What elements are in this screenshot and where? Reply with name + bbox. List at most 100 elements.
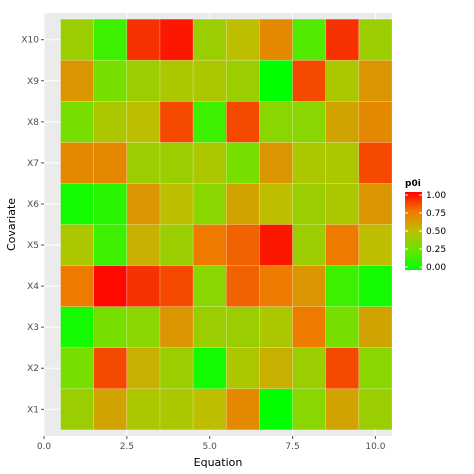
heatmap-cell-x4-eq3 bbox=[126, 265, 161, 307]
heatmap-cell-x5-eq1 bbox=[60, 224, 95, 266]
heatmap-cell-x1-eq6 bbox=[225, 388, 260, 431]
heatmap-cell-x10-eq8 bbox=[292, 18, 327, 61]
heatmap-cell-x4-eq1 bbox=[60, 265, 95, 307]
heatmap-cell-x10-eq3 bbox=[126, 18, 161, 61]
heatmap-cell-x1-eq9 bbox=[325, 388, 360, 431]
heatmap-cell-x3-eq2 bbox=[93, 306, 128, 349]
x-tick-label: 7.5 bbox=[285, 442, 299, 452]
heatmap-cell-x8-eq6 bbox=[225, 100, 260, 143]
heatmap-cell-x7-eq2 bbox=[93, 142, 128, 184]
heatmap-cell-x1-eq10 bbox=[358, 388, 393, 431]
y-tick-label: X10 bbox=[21, 36, 39, 46]
legend: p0i 1.00 0.75 0.50 0.25 0.00 bbox=[405, 179, 446, 273]
heatmap-cell-x1-eq3 bbox=[126, 388, 161, 431]
heatmap-cell-x7-eq8 bbox=[292, 142, 327, 184]
heatmap-cell-x7-eq6 bbox=[225, 142, 260, 184]
heatmap-cell-x10-eq6 bbox=[225, 18, 260, 61]
heatmap-cell-x8-eq3 bbox=[126, 100, 161, 143]
heatmap-cell-x4-eq8 bbox=[292, 265, 327, 307]
heatmap-cell-x5-eq7 bbox=[259, 224, 293, 266]
heatmap-cell-x3-eq9 bbox=[325, 306, 360, 349]
heatmap-cell-x8-eq9 bbox=[325, 100, 360, 143]
heatmap-cell-x4-eq4 bbox=[159, 265, 194, 307]
heatmap-cell-x9-eq6 bbox=[225, 59, 260, 102]
heatmap-cell-x5-eq4 bbox=[159, 224, 194, 266]
y-tick-label: X3 bbox=[27, 323, 39, 333]
heatmap-cell-x2-eq9 bbox=[325, 347, 360, 390]
heatmap-cell-x3-eq10 bbox=[358, 306, 393, 349]
heatmap-cell-x1-eq7 bbox=[259, 388, 293, 431]
heatmap-cell-x6-eq5 bbox=[192, 183, 227, 225]
heatmap-cell-x8-eq1 bbox=[60, 100, 95, 143]
legend-label: 0.75 bbox=[426, 209, 446, 219]
heatmap-cell-x4-eq10 bbox=[358, 265, 393, 307]
heatmap-cell-x1-eq1 bbox=[60, 388, 95, 431]
heatmap-cell-x6-eq6 bbox=[225, 183, 260, 225]
x-axis-ticks: 0.0 2.5 5.0 7.5 10.0 bbox=[37, 436, 386, 452]
legend-label: 0.00 bbox=[426, 263, 446, 273]
heatmap-cell-x3-eq4 bbox=[159, 306, 194, 349]
heatmap-cell-x4-eq7 bbox=[259, 265, 293, 307]
heatmap-cell-x9-eq4 bbox=[159, 59, 194, 102]
heatmap-cell-x6-eq8 bbox=[292, 183, 327, 225]
heatmap-cell-x10-eq7 bbox=[259, 18, 293, 61]
heatmap-cell-x6-eq4 bbox=[159, 183, 194, 225]
heatmap-cell-x3-eq3 bbox=[126, 306, 161, 349]
heatmap-cell-x3-eq1 bbox=[60, 306, 95, 349]
heatmap-cell-x2-eq5 bbox=[192, 347, 227, 390]
heatmap-cell-x9-eq5 bbox=[192, 59, 227, 102]
heatmap-cell-x9-eq7 bbox=[259, 59, 293, 102]
legend-label: 0.25 bbox=[426, 245, 446, 255]
heatmap-cell-x10-eq10 bbox=[358, 18, 393, 61]
y-tick-label: X6 bbox=[27, 200, 39, 210]
heatmap-cell-x5-eq8 bbox=[292, 224, 327, 266]
y-tick-label: X9 bbox=[27, 77, 39, 87]
heatmap-cell-x2-eq10 bbox=[358, 347, 393, 390]
heatmap-cell-x4-eq2 bbox=[93, 265, 128, 307]
heatmap-cell-x2-eq3 bbox=[126, 347, 161, 390]
y-tick-label: X7 bbox=[27, 159, 39, 169]
heatmap-cell-x7-eq9 bbox=[325, 142, 360, 184]
heatmap-cell-x10-eq2 bbox=[93, 18, 128, 61]
heatmap-cell-x7-eq5 bbox=[192, 142, 227, 184]
x-tick-label: 10.0 bbox=[365, 442, 385, 452]
y-tick-label: X1 bbox=[27, 405, 39, 415]
heatmap-cell-x5-eq2 bbox=[93, 224, 128, 266]
heatmap-cell-x5-eq10 bbox=[358, 224, 393, 266]
heatmap-cell-x7-eq4 bbox=[159, 142, 194, 184]
heatmap-cell-x3-eq8 bbox=[292, 306, 327, 349]
heatmap-cell-x10-eq9 bbox=[325, 18, 360, 61]
legend-label: 0.50 bbox=[426, 227, 446, 237]
legend-colorbar bbox=[405, 192, 422, 270]
heatmap-cell-x2-eq7 bbox=[259, 347, 293, 390]
heatmap-cell-x6-eq1 bbox=[60, 183, 95, 225]
y-tick-label: X4 bbox=[27, 282, 39, 292]
heatmap-cell-x9-eq1 bbox=[60, 59, 95, 102]
heatmap-cell-x3-eq5 bbox=[192, 306, 227, 349]
heatmap-cell-x10-eq1 bbox=[60, 18, 95, 61]
heatmap-cell-x6-eq10 bbox=[358, 183, 393, 225]
heatmap-cell-x8-eq8 bbox=[292, 100, 327, 143]
heatmap-cell-x6-eq7 bbox=[259, 183, 293, 225]
heatmap-cell-x5-eq9 bbox=[325, 224, 360, 266]
heatmap-cell-x2-eq8 bbox=[292, 347, 327, 390]
heatmap-cell-x7-eq10 bbox=[358, 142, 393, 184]
legend-ticks: 1.00 0.75 0.50 0.25 0.00 bbox=[405, 191, 446, 273]
heatmap-cell-x5-eq5 bbox=[192, 224, 227, 266]
x-axis-title: Equation bbox=[194, 456, 243, 469]
y-tick-label: X5 bbox=[27, 241, 39, 251]
heatmap-cell-x1-eq2 bbox=[93, 388, 128, 431]
heatmap-cell-x9-eq9 bbox=[325, 59, 360, 102]
y-axis-title: Covariate bbox=[5, 198, 18, 251]
heatmap-cell-x5-eq3 bbox=[126, 224, 161, 266]
heatmap-cell-x4-eq6 bbox=[225, 265, 260, 307]
heatmap-cell-x1-eq4 bbox=[159, 388, 194, 431]
heatmap-cell-x9-eq3 bbox=[126, 59, 161, 102]
heatmap-cell-x8-eq10 bbox=[358, 100, 393, 143]
heatmap-cell-x8-eq2 bbox=[93, 100, 128, 143]
heatmap-cell-x8-eq5 bbox=[192, 100, 227, 143]
heatmap-cell-x1-eq5 bbox=[192, 388, 227, 431]
heatmap-cell-x1-eq8 bbox=[292, 388, 327, 431]
heatmap-cell-x3-eq7 bbox=[259, 306, 293, 349]
